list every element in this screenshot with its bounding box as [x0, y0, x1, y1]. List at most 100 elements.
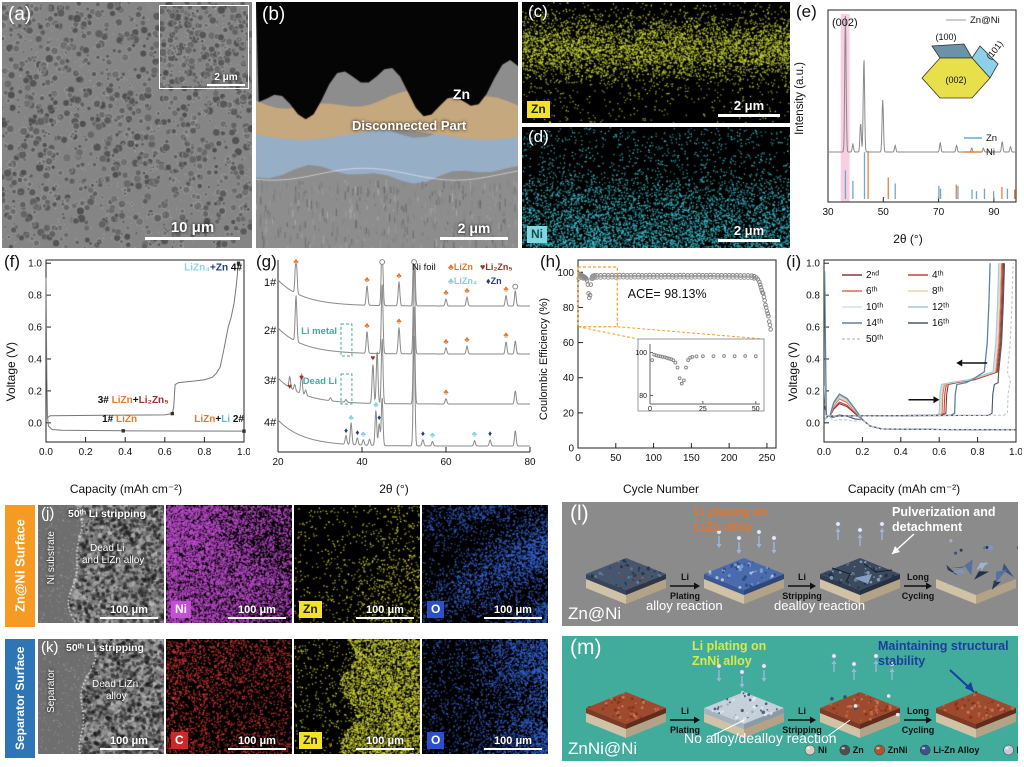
svg-text:12ᵗʰ: 12ᵗʰ [932, 302, 949, 313]
svg-text:ACE= 98.13%: ACE= 98.13% [628, 287, 707, 301]
svg-text:60: 60 [440, 457, 452, 468]
panel-l-label: (l) [570, 502, 589, 525]
svg-text:0.8: 0.8 [971, 447, 985, 458]
svg-text:70: 70 [933, 207, 945, 218]
svg-text:♣: ♣ [464, 286, 470, 295]
svg-text:Long: Long [907, 572, 929, 582]
svg-text:Li: Li [681, 706, 689, 716]
scale-bar-j3: 100 μm [484, 604, 542, 619]
voltage-capacity-chart-i: 0.0 0.2 0.4 0.6 0.8 1.0 0.0 0.2 0.4 0.6 0.8 1.0 2ⁿᵈ 4… [806, 259, 1022, 458]
svg-text:♦Zn: ♦Zn [486, 276, 502, 286]
svg-text:♦: ♦ [488, 429, 492, 438]
scale-bar-a-inset: 2 μm [207, 72, 245, 86]
sem-image-j [38, 505, 164, 623]
panel-h-label: (h) [540, 252, 561, 271]
svg-text:150: 150 [683, 453, 700, 464]
svg-text:Long: Long [907, 706, 929, 716]
m-noalloy: No alloy/dealloy reaction [684, 730, 837, 746]
j-substrate-label: Ni substrate [46, 531, 57, 585]
svg-text:Zn: Zn [986, 133, 997, 144]
e-ylabel: Intensity (a.u.) [794, 62, 806, 135]
svg-text:0.6: 0.6 [932, 447, 946, 458]
svg-text:1#: 1# [264, 277, 277, 289]
svg-text:0.4: 0.4 [118, 447, 132, 458]
scale-bar-k3-text: 100 μm [494, 735, 532, 747]
m-plating-note-2: ZnNi alloy [692, 654, 752, 668]
svg-text:0.6: 0.6 [806, 323, 820, 334]
svg-text:0.2: 0.2 [79, 447, 93, 458]
svg-text:Zn: Zn [853, 745, 864, 755]
svg-text:20: 20 [272, 457, 284, 468]
svg-text:16ᵗʰ: 16ᵗʰ [932, 318, 949, 329]
m-maintain-1: Maintaining structural [878, 639, 1009, 653]
scale-bar-k0: 100 μm [100, 735, 158, 750]
schematic-l: Li Plating Li Stripping Long Cycling [586, 521, 1018, 604]
h-xlabel: Cycle Number [622, 482, 700, 496]
svg-text:80: 80 [563, 303, 575, 314]
svg-text:(100): (100) [935, 32, 956, 42]
svg-text:250: 250 [759, 453, 776, 464]
svg-text:90: 90 [988, 207, 1000, 218]
svg-text:♣LiZn: ♣LiZn [448, 262, 473, 272]
chip-j-o: O [427, 601, 445, 618]
svg-text:10ᵗʰ: 10ᵗʰ [866, 302, 883, 313]
scale-bar-k2-text: 100 μm [366, 735, 404, 747]
scale-bar-j0: 100 μm [100, 604, 158, 619]
svg-text:Li: Li [798, 706, 806, 716]
svg-text:1.0: 1.0 [1009, 447, 1022, 458]
svg-text:1.0: 1.0 [806, 259, 820, 270]
svg-text:♣LiZn₄: ♣LiZn₄ [448, 276, 477, 286]
eds-map-ni-d [522, 127, 790, 248]
element-chip-ni: Ni [527, 226, 547, 243]
k-title: 50ᵗʰ Li stripping [66, 642, 144, 654]
svg-text:♣: ♣ [364, 275, 370, 284]
k-side-label: Separator Surface [5, 639, 35, 758]
svg-text:50ᵗʰ: 50ᵗʰ [866, 334, 883, 345]
svg-text:1.0: 1.0 [237, 447, 250, 458]
svg-text:♥Li₂Zn₅: ♥Li₂Zn₅ [480, 262, 512, 272]
k-eds-o: O 100 μm [422, 639, 548, 754]
svg-text:♦: ♦ [421, 429, 425, 438]
g-xlabel: 2θ (°) [379, 482, 409, 496]
svg-text:2ⁿᵈ: 2ⁿᵈ [866, 270, 879, 281]
svg-text:20: 20 [563, 408, 575, 419]
svg-text:Cycling: Cycling [902, 591, 935, 601]
j-sem: (j) 50ᵗʰ Li stripping Ni substrate Dead … [38, 505, 164, 623]
panel-b-label: (b) [262, 4, 286, 25]
svg-text:(101): (101) [984, 39, 1005, 62]
scale-bar-d-text: 2 μm [733, 223, 765, 238]
svg-text:40: 40 [563, 373, 575, 384]
scale-bar-k2: 100 μm [356, 735, 414, 750]
l-electrode-name: Zn@Ni [568, 604, 622, 623]
chip-k-o: O [427, 732, 445, 749]
j-side-label: Zn@Ni Surface [5, 505, 35, 627]
svg-text:6ᵗʰ: 6ᵗʰ [866, 286, 878, 297]
svg-text:♦: ♦ [377, 413, 381, 422]
l-alloy-reaction: alloy reaction [646, 598, 723, 613]
svg-text:Li: Li [798, 572, 806, 582]
svg-text:♣: ♣ [443, 288, 449, 297]
svg-text:0.8: 0.8 [197, 447, 211, 458]
svg-text:0.6: 0.6 [28, 323, 42, 334]
svg-text:♣: ♣ [503, 331, 509, 340]
chip-k-c: C [171, 732, 188, 749]
scale-bar-a-text: 10 μm [170, 219, 215, 236]
m-maintain-2: stability [878, 654, 926, 668]
f-xlabel: Capacity (mAh cm⁻²) [69, 482, 183, 496]
scale-bar-j1: 100 μm [228, 604, 286, 619]
svg-text:0.8: 0.8 [806, 291, 820, 302]
svg-text:40: 40 [356, 457, 368, 468]
svg-text:♥: ♥ [371, 353, 376, 362]
panel-f-label: (f) [4, 252, 21, 271]
svg-text:0.0: 0.0 [817, 447, 831, 458]
svg-text:1.0: 1.0 [28, 259, 42, 270]
svg-text:4ᵗʰ: 4ᵗʰ [932, 270, 944, 281]
svg-text:♣: ♣ [293, 257, 299, 266]
svg-text:3# LiZn+Li₂Zn₅: 3# LiZn+Li₂Zn₅ [98, 395, 169, 406]
svg-text:0.2: 0.2 [28, 386, 42, 397]
scale-bar-j2-text: 100 μm [366, 604, 404, 616]
scale-bar-c-text: 2 μm [733, 98, 765, 113]
sem-image-a-inset [160, 6, 246, 86]
panel-g-label: (g) [256, 252, 277, 271]
